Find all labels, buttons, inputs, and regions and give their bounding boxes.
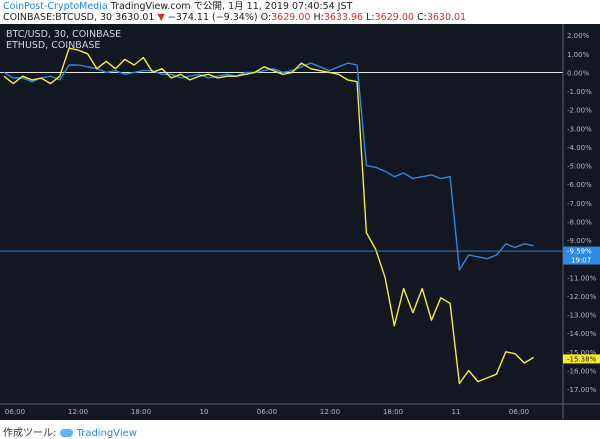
legend: BTC/USD, 30, COINBASE ETHUSD, COINBASE (6, 29, 121, 51)
y-tick-label: -2.00% (567, 107, 592, 115)
y-tick-label: -7.00% (567, 200, 592, 208)
legend-eth-label: ETHUSD, COINBASE (6, 40, 100, 51)
y-tick-label: -16.00% (567, 367, 597, 375)
tradingview-brand-text: TradingView (76, 428, 137, 439)
publish-line: CoinPost-CryptoMedia TradingView.com で公開… (3, 1, 352, 12)
series-layer (3, 47, 535, 385)
down-arrow-icon: ▼ (157, 12, 165, 23)
low-label: L: (366, 12, 375, 23)
y-tick-label: -5.00% (567, 163, 592, 171)
close-value: 3630.01 (426, 12, 467, 23)
y-tick-label: -14.00% (567, 330, 597, 338)
low-value: 3629.00 (374, 12, 414, 23)
y-tick-label: -9.00% (567, 237, 592, 245)
publish-info: TradingView.com で公開, 1月 11, 2019 07:40:5… (110, 1, 353, 12)
y-tick-label: -4.00% (567, 144, 592, 152)
close-label: C: (416, 12, 427, 23)
high-value: 3633.96 (323, 12, 364, 23)
x-tick-label: 06:00 (5, 408, 25, 416)
y-tick-label: -3.00% (567, 125, 592, 133)
symbol-label: COINBASE:BTCUSD, 30 (3, 12, 113, 23)
x-tick-label: 18:00 (131, 408, 151, 416)
series-end-label-1: -15.38% (567, 355, 597, 363)
y-tick-label: 2.00% (567, 32, 590, 40)
x-tick-label: 06:00 (509, 408, 529, 416)
x-tick-label: 10 (200, 408, 209, 416)
y-axis[interactable]: 2.00% 1.00% 0.00% -1.00% -2.00% -3.00% -4.00% -… (567, 32, 597, 394)
x-axis[interactable]: 06:00 12:00 18:00 10 06:00 12:00 18:00 11 06:00 (5, 408, 529, 416)
x-tick-label: 12:00 (320, 408, 340, 416)
made-with-line: 作成ツール: TradingView (3, 424, 137, 439)
chart-header: CoinPost-CryptoMedia TradingView.com で公開… (0, 0, 600, 24)
series-end-badge-1 (563, 354, 600, 364)
y-tick-label: 0.00% (567, 69, 590, 77)
y-tick-label: -11.00% (567, 274, 597, 282)
price-chart[interactable]: 2.00% 1.00% 0.00% -1.00% -2.00% -3.00% -4.00% -… (0, 24, 600, 420)
series-end-label-0: -9.59% (567, 248, 592, 256)
cloud-logo-icon (60, 429, 74, 437)
y-tick-label: -17.00% (567, 386, 597, 394)
chart-footer: 作成ツール: TradingView (0, 420, 600, 439)
x-tick-label: 18:00 (383, 408, 403, 416)
legend-btc-label: BTC/USD, 30, COINBASE (6, 29, 121, 40)
series-line-0 (3, 62, 534, 271)
open-label: O: (260, 12, 272, 23)
end-markers: -9.59%19:07 -15.38% (0, 246, 600, 364)
y-tick-label: -8.00% (567, 218, 592, 226)
y-tick-label: 1.00% (567, 51, 590, 59)
y-tick-label: -1.00% (567, 88, 592, 96)
open-value: 3629.00 (271, 12, 311, 23)
y-tick-label: -12.00% (567, 293, 597, 301)
series-end-badge-0 (563, 246, 600, 265)
high-label: H: (313, 12, 324, 23)
series-end-time-0: 19:07 (571, 257, 591, 265)
price-change: −374.11 (−9.34%) (167, 12, 258, 23)
chart-background (0, 24, 600, 420)
y-tick-label: -6.00% (567, 181, 592, 189)
source-link[interactable]: CoinPost-CryptoMedia (3, 1, 108, 12)
x-tick-label: 06:00 (257, 408, 277, 416)
ohlc-line: COINBASE:BTCUSD, 30 3630.01 ▼ −374.11 (−… (3, 12, 466, 23)
last-price: 3630.01 (115, 12, 155, 23)
made-with-label: 作成ツール: (3, 428, 57, 439)
y-tick-label: -15.00% (567, 349, 597, 357)
series-line-1 (3, 47, 535, 385)
y-tick-label: -13.00% (567, 312, 597, 320)
tradingview-brand-link[interactable]: TradingView (60, 428, 137, 439)
x-tick-label: 11 (452, 408, 461, 416)
x-tick-label: 12:00 (68, 408, 88, 416)
